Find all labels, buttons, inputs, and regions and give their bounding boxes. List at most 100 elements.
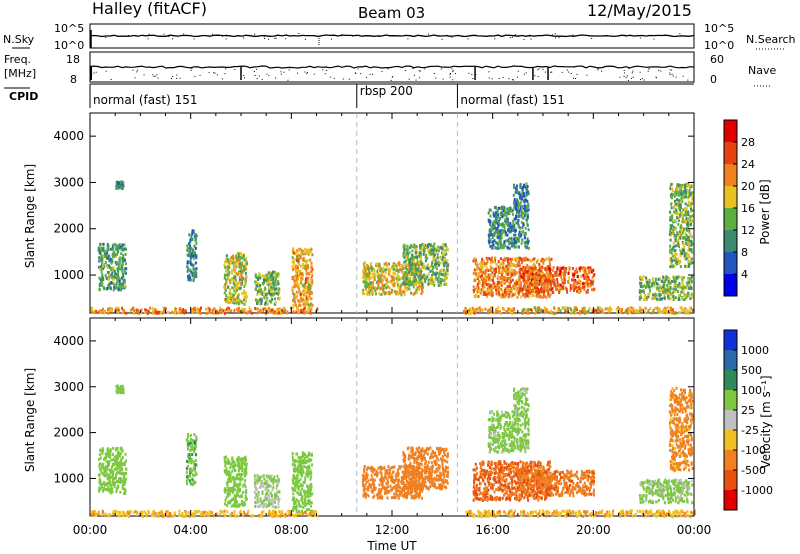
data-cell: [110, 458, 113, 462]
data-cell: [675, 208, 678, 212]
nsky-dot: [225, 34, 227, 36]
data-cell: [246, 512, 249, 516]
data-cell: [643, 290, 646, 294]
data-cell: [505, 264, 508, 268]
data-cell: [683, 308, 686, 312]
data-cell: [512, 284, 515, 288]
data-cell: [273, 292, 276, 296]
data-cell: [678, 193, 681, 197]
data-cell: [433, 283, 436, 287]
data-cell: [258, 274, 261, 278]
data-cell: [578, 269, 581, 273]
data-cell: [263, 307, 266, 311]
data-cell: [273, 310, 276, 314]
data-cell: [500, 232, 503, 236]
nave-dot: [687, 79, 689, 81]
data-cell: [303, 306, 306, 310]
data-cell: [484, 264, 487, 268]
data-cell: [684, 293, 687, 297]
data-cell: [224, 311, 226, 315]
data-cell: [270, 272, 273, 276]
data-cell: [310, 278, 312, 282]
data-cell: [688, 264, 690, 268]
data-cell: [310, 276, 313, 280]
data-cell: [303, 300, 306, 304]
data-cell: [642, 275, 645, 279]
data-cell: [307, 266, 310, 270]
data-cell: [121, 262, 124, 266]
data-cell: [271, 297, 274, 301]
nave-dot: [342, 78, 344, 80]
data-cell: [226, 510, 229, 514]
data-cell: [526, 222, 529, 226]
data-cell: [272, 310, 275, 313]
data-cell: [476, 275, 479, 279]
data-cell: [157, 515, 160, 518]
data-cell: [498, 310, 501, 314]
nsky-dot: [648, 34, 650, 36]
data-cell: [539, 287, 542, 291]
data-cell: [178, 509, 181, 513]
data-cell: [687, 192, 690, 196]
data-cell: [374, 286, 377, 290]
data-cell: [495, 221, 498, 225]
data-cell: [241, 513, 244, 517]
data-cell: [100, 254, 103, 258]
data-cell: [188, 233, 191, 237]
data-cell: [181, 310, 184, 314]
data-cell: [516, 184, 518, 188]
data-cell: [563, 267, 566, 271]
nave-dot: [449, 73, 451, 75]
data-cell: [145, 514, 148, 518]
data-cell: [510, 244, 513, 248]
data-cell: [494, 217, 497, 221]
data-cell: [513, 183, 515, 187]
data-cell: [527, 202, 530, 206]
data-cell: [508, 224, 511, 228]
data-cell: [403, 250, 405, 254]
nave-dot: [471, 73, 473, 75]
data-cell: [112, 252, 115, 256]
data-cell: [674, 237, 677, 241]
data-cell: [568, 266, 571, 270]
data-cell: [522, 223, 525, 227]
data-cell: [537, 269, 540, 273]
data-cell: [234, 264, 237, 268]
data-cell: [234, 291, 237, 295]
data-cell: [423, 273, 426, 277]
data-cell: [687, 182, 690, 186]
data-cell: [429, 248, 432, 252]
data-cell: [482, 293, 485, 296]
data-cell: [497, 288, 500, 292]
data-cell: [504, 290, 506, 294]
data-cell: [106, 264, 109, 268]
nave-tick-top: 60: [710, 53, 724, 66]
data-cell: [492, 227, 495, 231]
data-cell: [167, 310, 169, 314]
data-cell: [502, 265, 504, 269]
data-cell: [240, 252, 242, 256]
data-cell: [678, 245, 680, 249]
colorbar-tick-label: 12: [741, 224, 755, 237]
data-cell: [405, 248, 408, 252]
data-cell: [104, 512, 107, 516]
data-cell: [527, 204, 530, 208]
nave-dot: [435, 77, 437, 79]
data-cell: [506, 279, 509, 283]
data-cell: [547, 270, 550, 274]
data-cell: [601, 309, 604, 313]
data-cell: [305, 266, 308, 270]
data-cell: [415, 266, 418, 270]
data-cell: [573, 308, 576, 312]
data-cell: [265, 308, 268, 311]
data-cell: [195, 241, 198, 245]
data-cell: [114, 261, 117, 264]
data-cell: [300, 264, 303, 268]
data-cell: [91, 310, 94, 314]
data-cell: [225, 254, 228, 258]
data-cell: [411, 272, 414, 276]
data-cell: [236, 307, 238, 311]
data-cell: [514, 229, 517, 233]
data-cell: [559, 269, 562, 273]
data-cell: [122, 275, 125, 279]
